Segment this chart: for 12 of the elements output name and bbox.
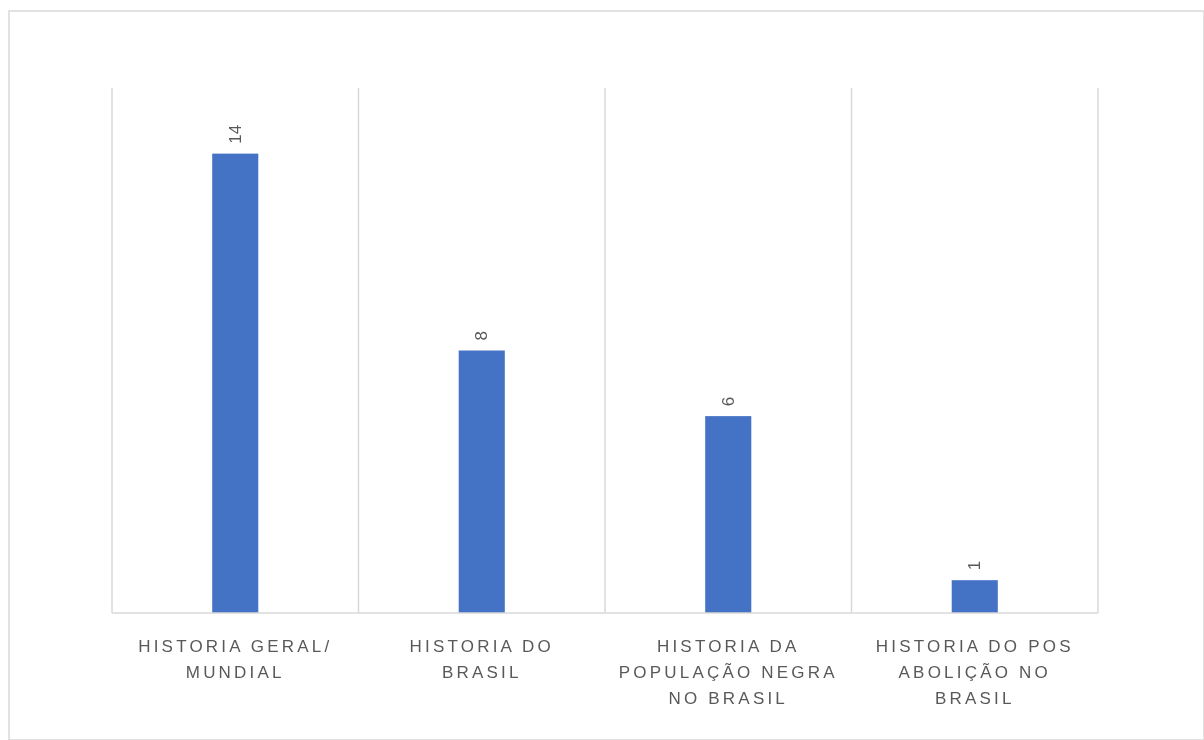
x-tick-label: HISTORIA GERAL/ MUNDIAL [138, 637, 333, 682]
bar [458, 350, 505, 613]
x-tick-label: HISTORIA DO POS ABOLIÇÃO NO BRASIL [875, 637, 1074, 708]
bar [705, 416, 752, 613]
data-label: 1 [965, 560, 985, 571]
data-label: 14 [225, 124, 245, 144]
x-tick-label: HISTORIA DA POPULAÇÃO NEGRA NO BRASIL [618, 637, 838, 708]
bar [212, 153, 259, 613]
data-label: 6 [718, 396, 738, 407]
x-tick-label: HISTORIA DO BRASIL [409, 637, 554, 682]
bar [951, 580, 998, 613]
data-label: 8 [472, 331, 492, 341]
